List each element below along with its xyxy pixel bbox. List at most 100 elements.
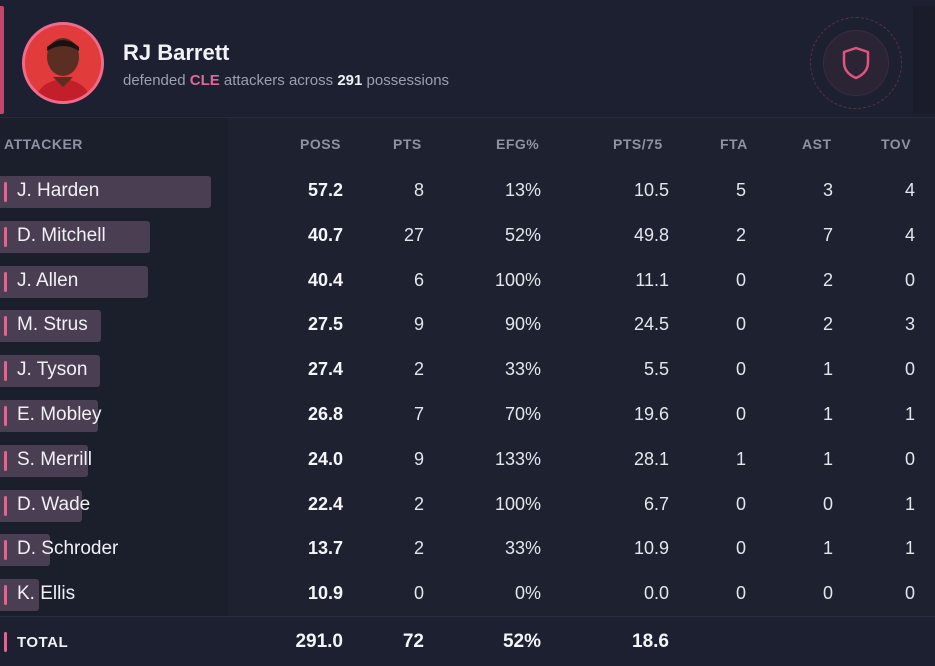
cell-pts75: 10.9: [633, 538, 669, 559]
row-accent: [4, 271, 7, 292]
shield-badge: [810, 17, 902, 109]
possession-bar: [0, 220, 150, 253]
cell-fta: 0: [735, 493, 746, 514]
cell-poss: 10.9: [307, 583, 343, 604]
player-header: RJ Barrett defended CLE attackers across…: [0, 0, 935, 118]
col-fta[interactable]: FTA: [720, 136, 748, 152]
cell-fta: 0: [735, 359, 746, 380]
row-accent: [4, 182, 7, 202]
attacker-name[interactable]: D. Mitchell: [17, 224, 106, 246]
cell-fta: 0: [735, 314, 746, 335]
cell-poss: 40.7: [307, 224, 343, 245]
cell-efg: 133%: [494, 448, 541, 469]
total-row: TOTAL 291.0 72 52% 18.6: [0, 616, 935, 666]
possession-bar: [0, 176, 211, 208]
table-row[interactable]: D. Mitchell 40.7 27 52% 49.8 2 7 4: [0, 213, 935, 257]
possession-bar: [0, 444, 88, 477]
cell-pts: 9: [413, 448, 424, 469]
cell-poss: 22.4: [307, 493, 343, 514]
attacker-name[interactable]: J. Tyson: [17, 359, 88, 381]
col-efg[interactable]: EFG%: [496, 136, 540, 152]
cell-poss: 26.8: [307, 404, 343, 424]
total-pts: 72: [402, 631, 424, 652]
row-accent: [4, 226, 7, 247]
attacker-name[interactable]: J. Harden: [17, 180, 100, 201]
possession-bar: [0, 355, 100, 388]
attacker-name[interactable]: K. Ellis: [17, 583, 76, 605]
cell-poss: 24.0: [307, 448, 343, 469]
cell-poss: 57.2: [307, 180, 343, 200]
col-poss[interactable]: POSS: [300, 136, 341, 152]
header-edge: [913, 6, 935, 114]
row-accent: [4, 361, 7, 382]
cell-tov: 4: [904, 224, 915, 245]
table-row[interactable]: J. Tyson 27.4 2 33% 5.5 0 1 0: [0, 347, 935, 391]
attacker-name[interactable]: E. Mobley: [17, 404, 102, 425]
possession-bar: [0, 489, 82, 522]
total-label: TOTAL: [17, 634, 69, 651]
table-row[interactable]: M. Strus 27.5 9 90% 24.5 0 2 3: [0, 302, 935, 346]
cell-tov: 1: [904, 493, 915, 514]
cell-efg: 100%: [494, 269, 541, 290]
cell-ast: 1: [822, 404, 833, 424]
col-pts[interactable]: PTS: [393, 136, 422, 152]
row-accent: [4, 406, 7, 426]
cell-fta: 0: [735, 404, 746, 424]
cell-ast: 3: [822, 180, 833, 200]
cell-pts75: 24.5: [633, 314, 669, 335]
attacker-name[interactable]: J. Allen: [17, 269, 79, 291]
table-row[interactable]: J. Harden 57.2 8 13% 10.5 5 3 4: [0, 168, 935, 212]
attacker-name[interactable]: D. Schroder: [17, 538, 119, 560]
cell-fta: 0: [735, 269, 746, 290]
cell-ast: 7: [822, 224, 833, 245]
attacker-name[interactable]: M. Strus: [17, 314, 88, 336]
cell-fta: 2: [735, 224, 746, 245]
cell-pts: 7: [413, 404, 424, 424]
cell-pts75: 49.8: [633, 224, 669, 245]
cell-poss: 27.4: [307, 359, 343, 380]
col-ast[interactable]: AST: [802, 136, 832, 152]
header-accent-bar: [0, 6, 4, 114]
cell-efg: 33%: [504, 359, 541, 380]
cell-pts75: 0.0: [643, 583, 669, 604]
possession-bar: [0, 400, 98, 432]
attacker-name[interactable]: S. Merrill: [17, 448, 92, 470]
cell-fta: 0: [735, 583, 746, 604]
cell-pts: 2: [413, 493, 424, 514]
cell-pts75: 6.7: [643, 493, 669, 514]
cell-poss: 13.7: [307, 538, 343, 559]
cell-ast: 1: [822, 448, 833, 469]
cell-ast: 2: [822, 314, 833, 335]
cell-ast: 1: [822, 538, 833, 559]
possession-count: 291: [337, 72, 363, 89]
col-tov[interactable]: TOV: [881, 136, 912, 152]
cell-fta: 1: [735, 448, 746, 469]
cell-efg: 0%: [514, 583, 541, 604]
cell-tov: 0: [904, 269, 915, 290]
table-row[interactable]: D. Schroder 13.7 2 33% 10.9 0 1 1: [0, 526, 935, 570]
table-row[interactable]: J. Allen 40.4 6 100% 11.1 0 2 0: [0, 258, 935, 302]
opponent-team: CLE: [189, 72, 220, 89]
summary-suffix: possessions: [366, 72, 450, 89]
total-pts75: 18.6: [632, 631, 669, 652]
cell-tov: 1: [904, 538, 915, 559]
row-accent: [4, 495, 7, 516]
table-row[interactable]: S. Merrill 24.0 9 133% 28.1 1 1 0: [0, 437, 935, 481]
table-row[interactable]: E. Mobley 26.8 7 70% 19.6 0 1 1: [0, 392, 935, 436]
cell-tov: 3: [904, 314, 915, 335]
row-accent: [4, 450, 7, 471]
cell-efg: 70%: [504, 404, 541, 424]
col-pts75[interactable]: PTS/75: [613, 136, 663, 152]
table-row[interactable]: K. Ellis 10.9 0 0% 0.0 0 0 0: [0, 571, 935, 615]
cell-pts: 0: [413, 583, 424, 604]
cell-efg: 100%: [494, 493, 541, 514]
cell-ast: 2: [822, 269, 833, 290]
cell-pts: 6: [413, 269, 424, 290]
cell-pts75: 11.1: [635, 269, 669, 290]
attacker-name[interactable]: D. Wade: [17, 493, 91, 515]
col-attacker[interactable]: ATTACKER: [4, 136, 83, 152]
table-row[interactable]: D. Wade 22.4 2 100% 6.7 0 0 1: [0, 482, 935, 526]
summary-middle: attackers across: [223, 72, 334, 89]
possession-bar: [0, 310, 101, 343]
cell-efg: 90%: [504, 314, 541, 335]
